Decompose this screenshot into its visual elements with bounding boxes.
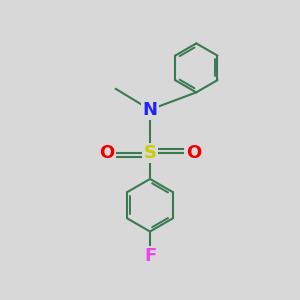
Text: N: N (142, 101, 158, 119)
Text: O: O (99, 144, 114, 162)
Text: O: O (186, 144, 201, 162)
Text: F: F (144, 247, 156, 265)
Text: S: S (143, 144, 157, 162)
